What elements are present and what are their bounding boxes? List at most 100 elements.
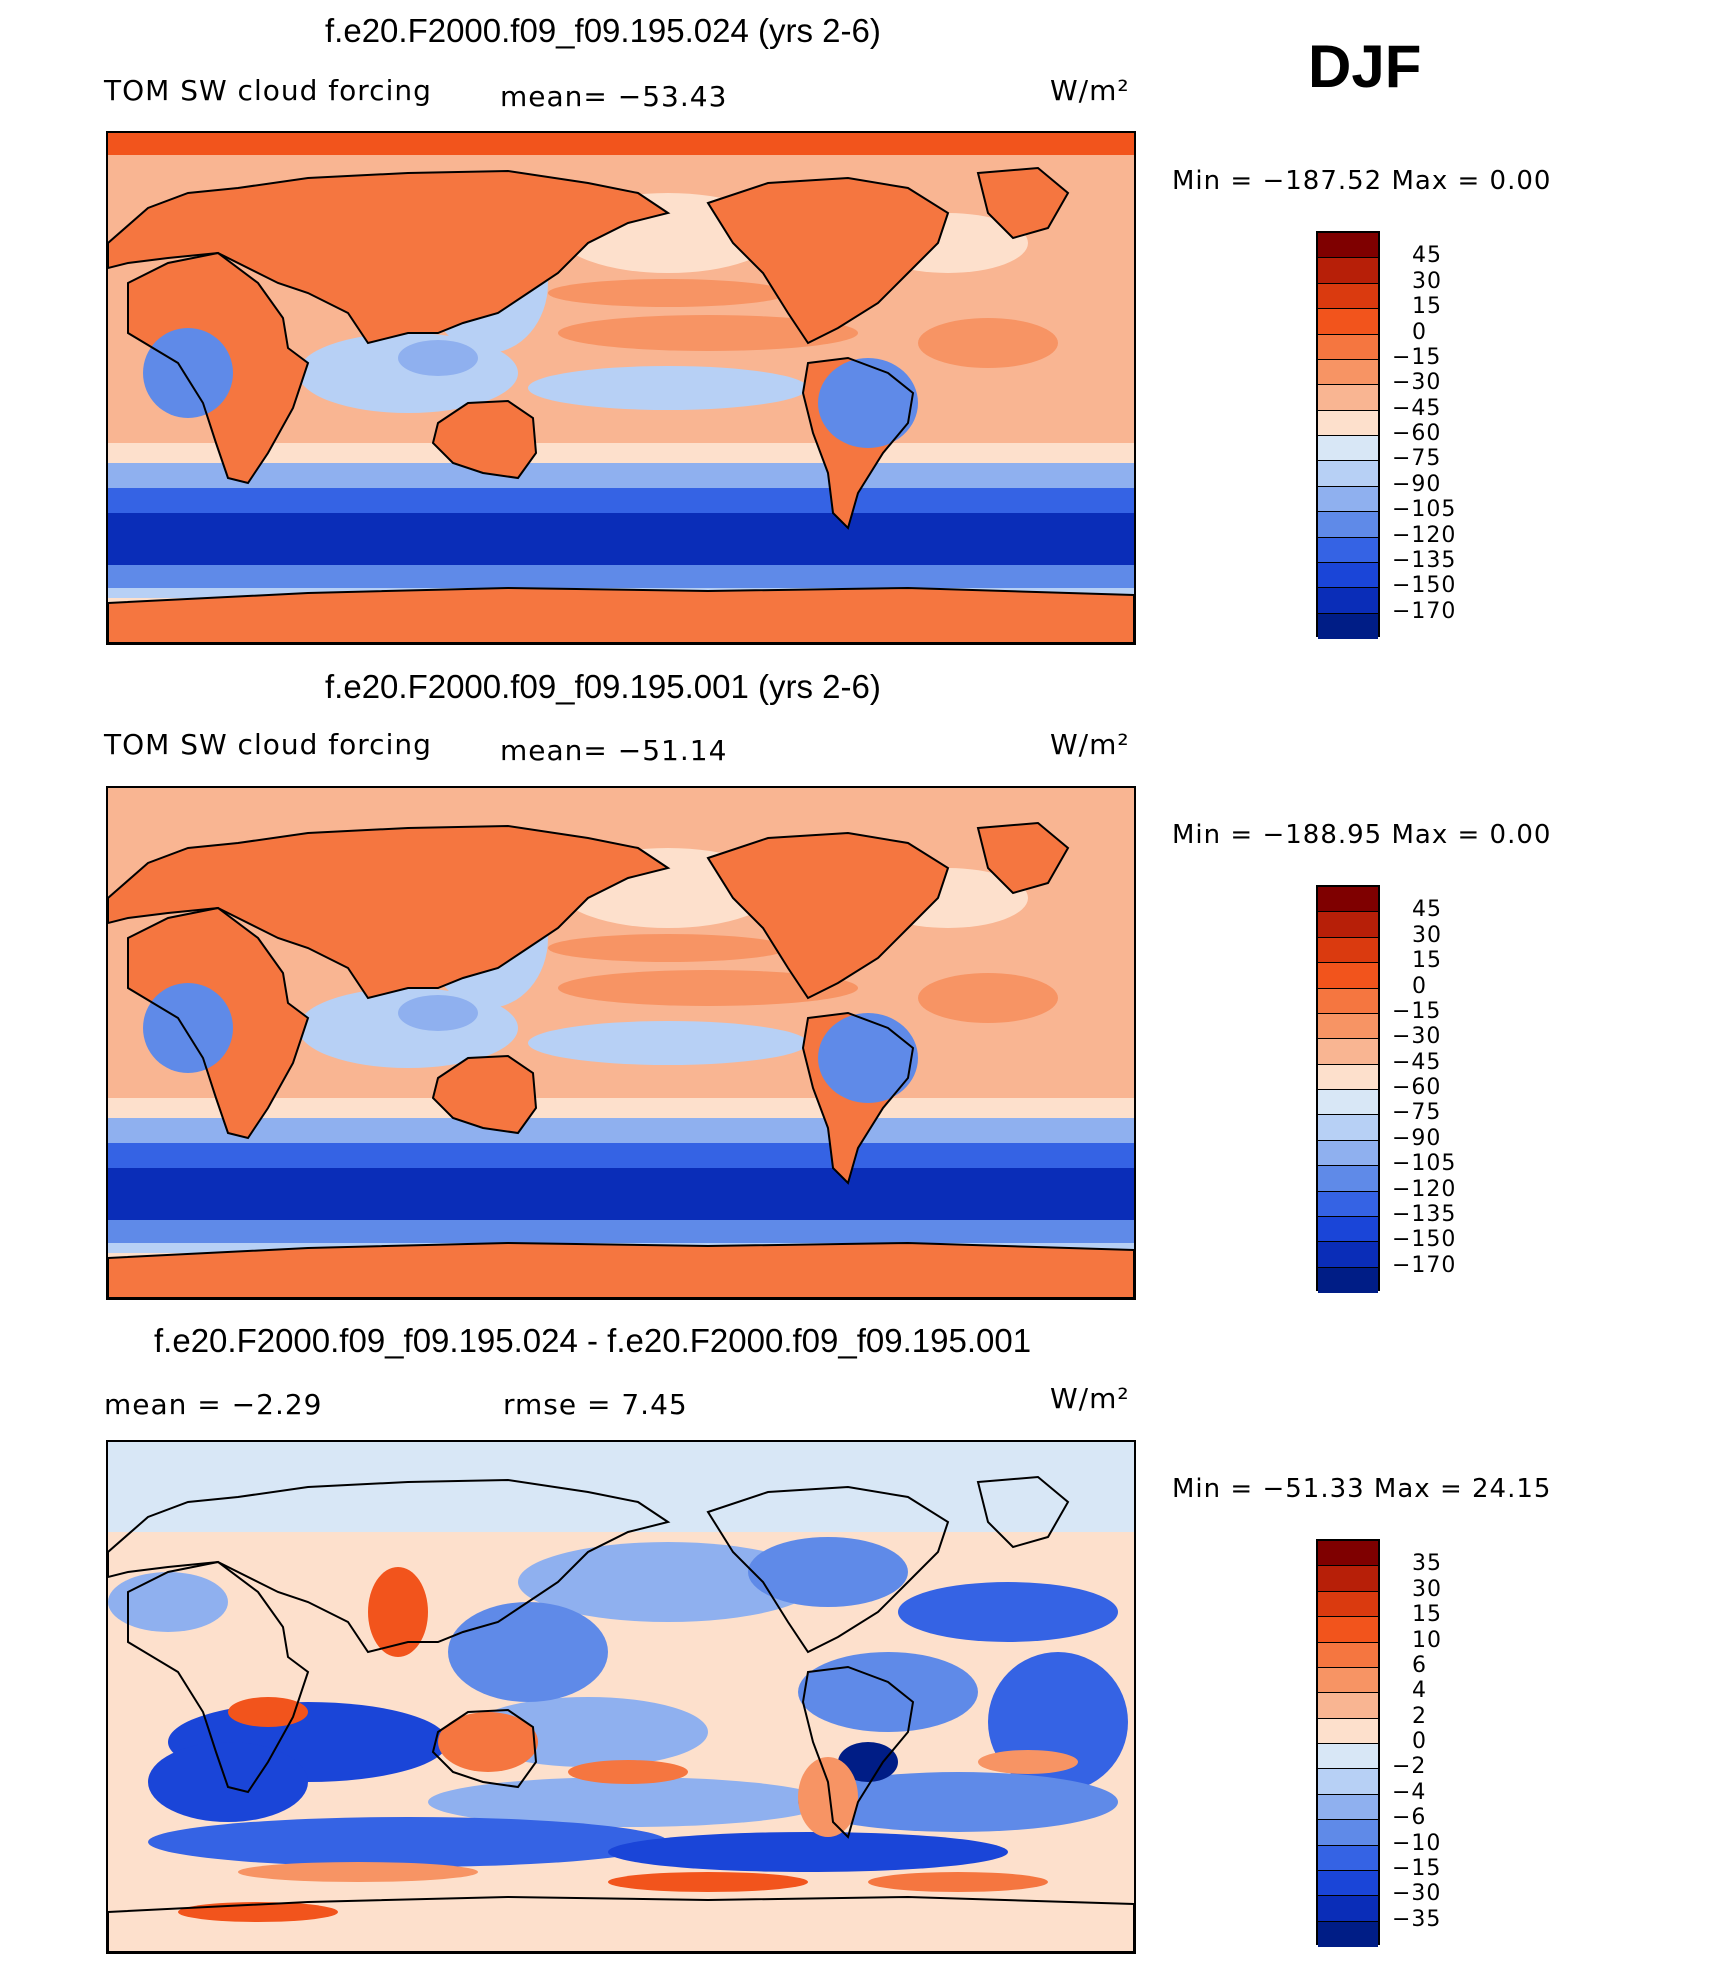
colorbar-tick-label: −120 [1392,522,1457,548]
panel-3-mean: mean = −2.29 [104,1388,323,1421]
panel-2-title: f.e20.F2000.f09_f09.195.001 (yrs 2-6) [325,668,881,705]
colorbar-tick-label: −35 [1392,1906,1442,1932]
colorbar-swatch [1318,1566,1378,1592]
colorbar-swatch [1318,1166,1378,1192]
colorbar-tick-label: 45 [1412,897,1442,923]
colorbar-swatch [1318,1242,1378,1268]
colorbar-swatch [1318,887,1378,913]
colorbar-tick-label: −150 [1392,1227,1457,1253]
colorbar-swatch [1318,1115,1378,1141]
colorbar-swatch [1318,588,1378,614]
panel-1-mean: mean= −53.43 [500,80,728,113]
colorbar-tick-label: −6 [1392,1805,1427,1831]
panel-3-units: W/m² [1050,1382,1130,1415]
colorbar-tick-label: −15 [1392,344,1442,370]
colorbar-swatch [1318,436,1378,462]
colorbar-swatch [1318,1013,1378,1040]
colorbar-swatch [1318,1541,1378,1567]
colorbar-tick-label: 2 [1412,1703,1427,1729]
colorbar-tick-label: −135 [1392,1201,1457,1227]
colorbar-swatch [1318,258,1378,284]
panel-1-map [106,131,1136,645]
colorbar-tick-label: −120 [1392,1176,1457,1202]
panel-1-field-label: TOM SW cloud forcing [104,74,432,107]
colorbar-swatch [1318,1064,1378,1090]
colorbar-tick-label: 0 [1412,1729,1427,1754]
colorbar-tick-label: 0 [1412,319,1427,345]
colorbar-swatch [1318,1693,1378,1719]
season-label: DJF [1308,33,1422,100]
colorbar-swatch [1318,334,1378,360]
colorbar-tick-label: −90 [1392,1125,1442,1151]
panel-1-minmax: Min = −187.52 Max = 0.00 [1172,166,1552,196]
colorbar-tick-label: 45 [1412,243,1442,269]
colorbar-swatch [1318,1039,1378,1065]
colorbar-swatch [1318,359,1378,386]
colorbar-tick-label: 30 [1412,1576,1442,1602]
colorbar-swatch [1318,937,1378,964]
colorbar-tick-label: −60 [1392,421,1442,446]
colorbar-swatch [1318,283,1378,310]
colorbar-swatch [1318,1769,1378,1795]
colorbar-tick-label: −60 [1392,1075,1442,1100]
colorbar-swatch [1318,1617,1378,1643]
colorbar-tick-label: −105 [1392,497,1457,523]
colorbar-swatch [1318,537,1378,563]
colorbar-swatch [1318,1820,1378,1846]
colorbar-tick-label: −135 [1392,547,1457,573]
colorbar-swatch [1318,1845,1378,1871]
colorbar-tick-label: 10 [1412,1627,1442,1653]
colorbar-tick-label: 15 [1412,294,1442,320]
colorbar-tick-label: −170 [1392,1252,1457,1278]
panel-1-colorbar [1316,231,1380,639]
colorbar-tick-label: 0 [1412,973,1427,999]
panel-2-mean: mean= −51.14 [500,734,728,767]
colorbar-swatch [1318,912,1378,938]
colorbar-tick-label: −150 [1392,573,1457,599]
colorbar-swatch [1318,461,1378,487]
colorbar-tick-label: −45 [1392,395,1442,421]
colorbar-tick-label: −90 [1392,471,1442,497]
colorbar-tick-label: −30 [1392,1881,1442,1907]
panel-2-units: W/m² [1050,728,1130,761]
colorbar-tick-label: 6 [1412,1652,1427,1678]
colorbar-tick-label: −105 [1392,1151,1457,1177]
colorbar-swatch [1318,1870,1378,1897]
panel-1-contour-map [108,133,1134,643]
colorbar-tick-label: −45 [1392,1049,1442,1075]
colorbar-tick-label: 35 [1412,1551,1442,1577]
colorbar-swatch [1318,309,1378,335]
colorbar-tick-label: 4 [1412,1678,1427,1704]
colorbar-tick-label: −30 [1392,1024,1442,1050]
colorbar-swatch [1318,1591,1378,1618]
colorbar-tick-label: −75 [1392,446,1442,472]
colorbar-swatch [1318,512,1378,538]
colorbar-swatch [1318,1794,1378,1821]
colorbar-swatch [1318,233,1378,259]
panel-2-map [106,786,1136,1300]
panel-3-minmax: Min = −51.33 Max = 24.15 [1172,1474,1552,1504]
colorbar-tick-label: 15 [1412,948,1442,974]
colorbar-tick-label: −15 [1392,1855,1442,1881]
colorbar-swatch [1318,1896,1378,1922]
colorbar-swatch [1318,1140,1378,1167]
panel-2-contour-map [108,788,1134,1298]
colorbar-tick-label: 30 [1412,268,1442,294]
panel-3-title: f.e20.F2000.f09_f09.195.024 - f.e20.F200… [154,1322,1032,1359]
colorbar-tick-label: 15 [1412,1602,1442,1628]
colorbar-swatch [1318,562,1378,589]
panel-3-rmse: rmse = 7.45 [503,1388,688,1421]
panel-2-minmax: Min = −188.95 Max = 0.00 [1172,820,1552,850]
panel-3-colorbar [1316,1539,1380,1947]
colorbar-swatch [1318,1090,1378,1116]
colorbar-swatch [1318,486,1378,513]
colorbar-swatch [1318,1216,1378,1243]
colorbar-swatch [1318,988,1378,1014]
colorbar-swatch [1318,613,1378,639]
colorbar-tick-label: −75 [1392,1100,1442,1126]
colorbar-swatch [1318,1921,1378,1947]
colorbar-swatch [1318,385,1378,411]
panel-2-field-label: TOM SW cloud forcing [104,728,432,761]
colorbar-swatch [1318,410,1378,436]
panel-3-map [106,1440,1136,1954]
